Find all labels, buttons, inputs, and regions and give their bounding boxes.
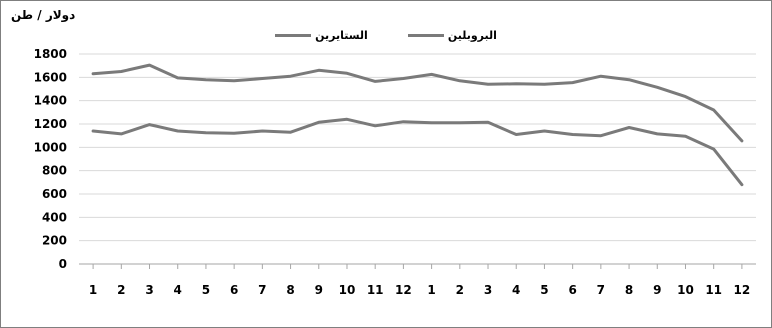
- x-tick-label: 4: [174, 283, 182, 297]
- y-tick-label: 400: [42, 210, 67, 224]
- x-tick-label: 10: [339, 283, 356, 297]
- x-tick-label: 8: [286, 283, 294, 297]
- y-tick-label: 1400: [34, 94, 67, 108]
- x-tick-label: 6: [230, 283, 238, 297]
- y-tick-label: 600: [42, 187, 67, 201]
- x-tick-label: 2: [117, 283, 125, 297]
- legend-label-series-1: البروبلين: [447, 29, 497, 42]
- legend-item-series-1: البروبلين: [407, 29, 497, 42]
- y-tick-label: 1000: [34, 140, 67, 154]
- legend-swatch-series-0: [275, 34, 312, 37]
- x-tick-label: 10: [677, 283, 694, 297]
- series-line-1: [91, 117, 744, 187]
- y-tick-label: 200: [42, 234, 67, 248]
- legend: الستايرين البروبلين: [1, 29, 771, 42]
- x-tick-label: 6: [568, 283, 576, 297]
- x-tick-label: 5: [540, 283, 548, 297]
- x-tick-label: 12: [734, 283, 751, 297]
- x-tick-label: 7: [597, 283, 605, 297]
- y-tick-label: 1600: [34, 70, 67, 84]
- x-tick-label: 3: [145, 283, 153, 297]
- x-tick-label: 7: [258, 283, 266, 297]
- x-tick-label: 8: [625, 283, 633, 297]
- x-tick-label: 9: [315, 283, 323, 297]
- legend-label-series-0: الستايرين: [315, 29, 368, 42]
- y-axis-unit-label: دولار / طن: [11, 8, 76, 22]
- y-tick-label: 800: [42, 164, 67, 178]
- x-tick-label: 3: [484, 283, 492, 297]
- x-tick-label: 4: [512, 283, 520, 297]
- x-tick-label: 11: [367, 283, 384, 297]
- y-tick-label: 1800: [34, 47, 67, 61]
- x-tick-label: 1: [427, 283, 435, 297]
- x-tick-label: 1: [89, 283, 97, 297]
- x-tick-label: 11: [705, 283, 722, 297]
- y-tick-label: 1200: [34, 117, 67, 131]
- x-tick-label: 9: [653, 283, 661, 297]
- legend-item-series-0: الستايرين: [275, 29, 368, 42]
- x-tick-label: 5: [202, 283, 210, 297]
- x-tick-label: 12: [395, 283, 412, 297]
- legend-swatch-series-1: [407, 34, 444, 37]
- x-tick-label: 2: [456, 283, 464, 297]
- series-line-0: [91, 63, 744, 143]
- y-tick-label: 0: [59, 257, 67, 271]
